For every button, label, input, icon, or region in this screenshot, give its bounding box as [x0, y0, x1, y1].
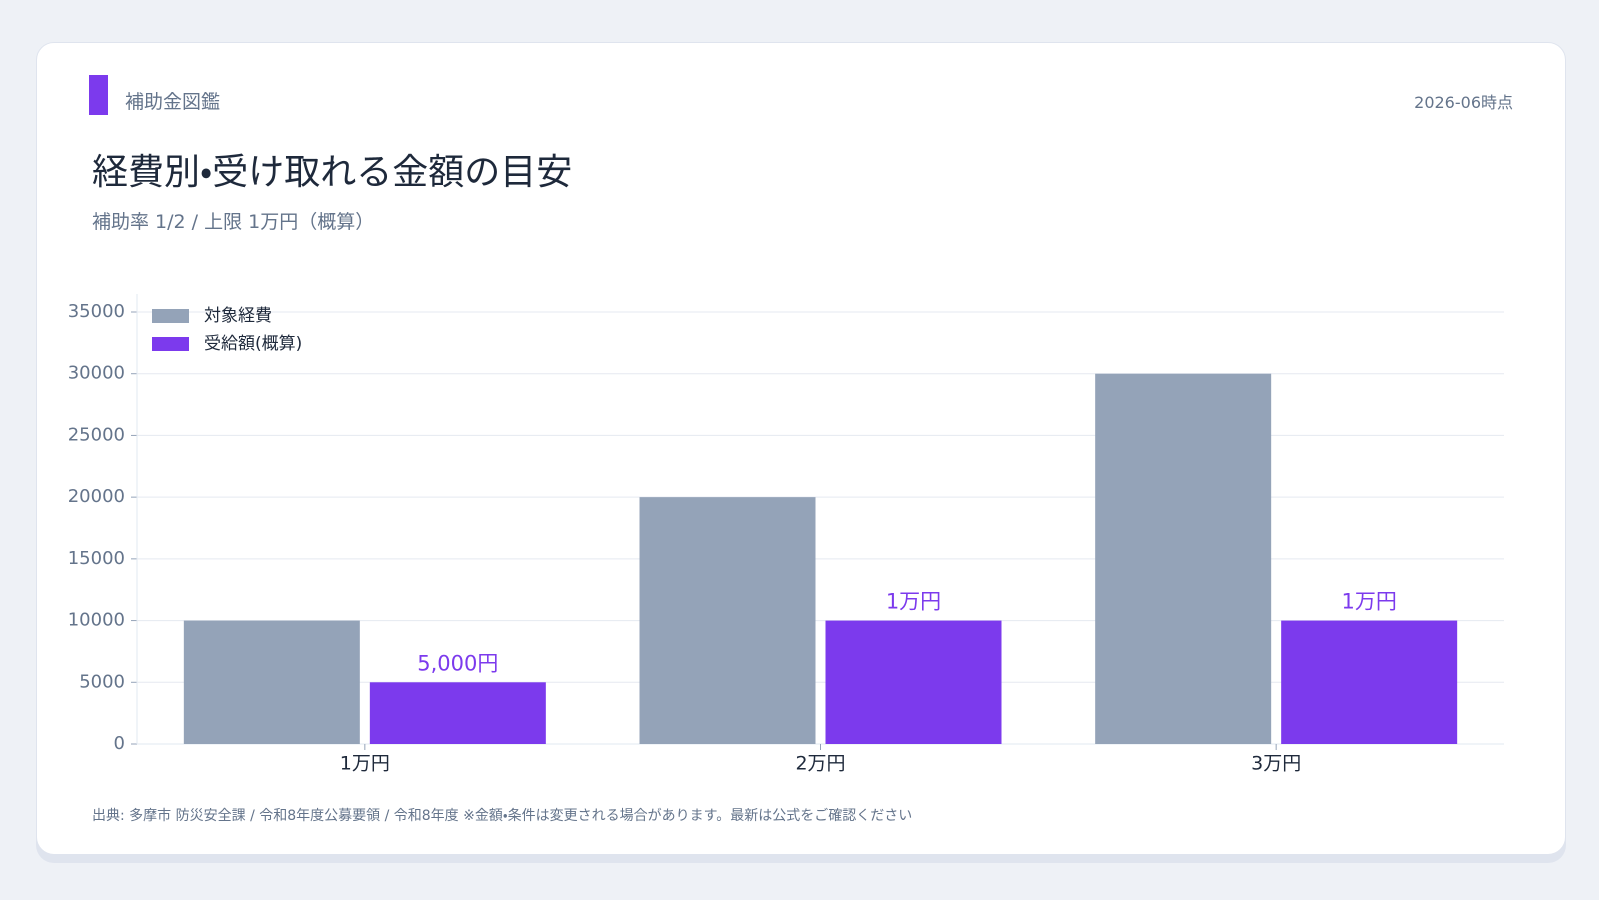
x-tick-label: 1万円 [340, 753, 390, 775]
y-tick-label: 20000 [68, 486, 125, 507]
chart-subtitle: 補助率 1/2 / 上限 1万円（概算） [92, 211, 375, 233]
y-tick-label: 30000 [68, 363, 125, 384]
bar [639, 497, 816, 744]
legend-swatch [152, 337, 189, 351]
brand-accent [89, 75, 108, 115]
y-tick-label: 10000 [68, 610, 125, 631]
value-label: 5,000円 [417, 651, 498, 675]
x-tick-label: 3万円 [1251, 753, 1301, 775]
legend-swatch [152, 309, 189, 323]
legend-label: 対象経費 [204, 306, 272, 326]
y-tick-label: 0 [114, 733, 125, 754]
bar [1281, 620, 1458, 744]
value-label: 1万円 [1341, 590, 1396, 614]
date: 2026-06時点 [1414, 93, 1513, 112]
y-tick-label: 35000 [68, 301, 125, 322]
y-tick-label: 15000 [68, 548, 125, 569]
brand: 補助金図鑑 [125, 91, 221, 113]
bar [825, 620, 1002, 744]
bar [369, 682, 546, 744]
y-tick-label: 5000 [79, 671, 125, 692]
bar [1095, 373, 1272, 744]
value-label: 1万円 [886, 590, 941, 614]
bar [183, 620, 360, 744]
x-tick-label: 2万円 [795, 753, 845, 775]
source-note: 出典: 多摩市 防災安全課 / 令和8年度公募要領 / 令和8年度 ※金額・条件… [92, 808, 913, 824]
y-tick-label: 25000 [68, 424, 125, 445]
chart-title: 経費別・受け取れる金額の目安 [92, 152, 573, 193]
legend-label: 受給額(概算) [204, 334, 302, 354]
